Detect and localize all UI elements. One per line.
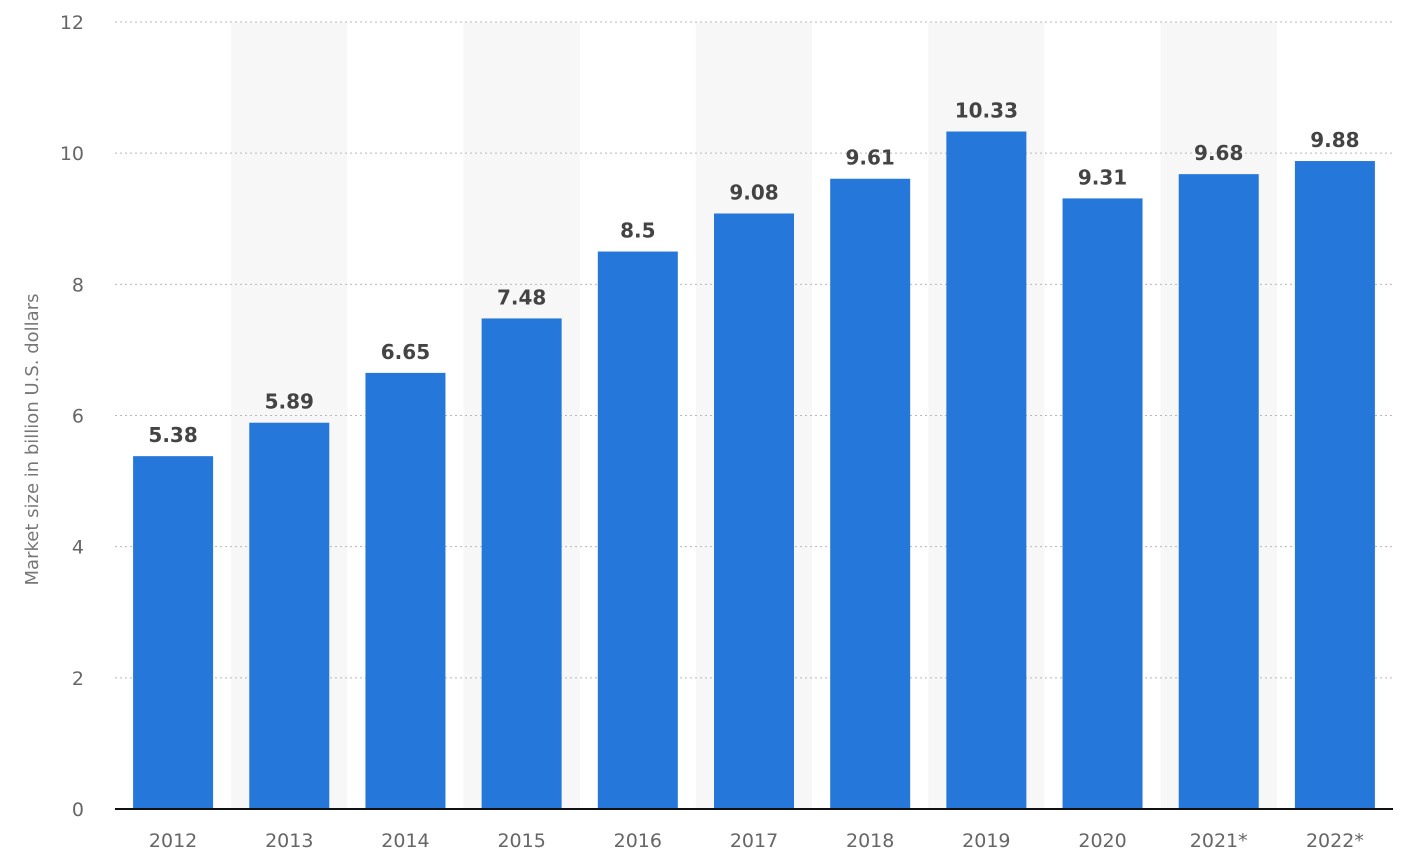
bar-2022* (1294, 161, 1375, 809)
bar-2013 (249, 422, 330, 809)
value-label-2016: 8.5 (620, 219, 655, 243)
x-tick-label-2016: 2016 (614, 830, 662, 852)
bar-2020 (1062, 198, 1143, 809)
x-tick-label-2020: 2020 (1078, 830, 1126, 852)
bar-2014 (365, 372, 446, 809)
x-tick-label-2013: 2013 (265, 830, 313, 852)
bar-2012 (133, 456, 214, 809)
x-tick-label-2018: 2018 (846, 830, 894, 852)
value-labels: 5.38 5.89 6.65 7.48 8.5 9.08 9.61 10.33 9.31 9.68… (148, 99, 1359, 448)
bar-2018 (830, 178, 911, 810)
x-tick-label-2017: 2017 (730, 830, 778, 852)
x-tick-label-2022*: 2022* (1306, 830, 1364, 852)
y-tick-label-0: 0 (72, 799, 84, 821)
value-label-2019: 10.33 (955, 99, 1018, 123)
bar-2021* (1178, 174, 1259, 810)
x-tick-label-2014: 2014 (381, 830, 429, 852)
y-tick-label-6: 6 (72, 406, 84, 428)
value-label-2022*: 9.88 (1310, 128, 1359, 152)
x-axis-ticks: 2012 2013 2014 2015 2016 2017 2018 2019 2020 2021… (149, 830, 1364, 852)
value-label-2013: 5.89 (265, 390, 314, 414)
value-label-2020: 9.31 (1078, 165, 1127, 189)
value-label-2018: 9.61 (846, 146, 895, 170)
y-axis-title: Market size in billion U.S. dollars (22, 294, 43, 586)
x-tick-label-2019: 2019 (962, 830, 1010, 852)
value-label-2014: 6.65 (381, 340, 430, 364)
bar-2015 (481, 318, 562, 809)
value-label-2021*: 9.68 (1194, 141, 1243, 165)
bars (133, 131, 1375, 810)
y-tick-label-10: 10 (60, 143, 84, 165)
y-axis-ticks: 0 2 4 6 8 10 12 (60, 12, 84, 821)
y-tick-label-12: 12 (60, 12, 84, 34)
x-tick-label-2015: 2015 (497, 830, 545, 852)
x-tick-label-2012: 2012 (149, 830, 197, 852)
bar-2019 (946, 131, 1027, 809)
bar-2017 (714, 213, 794, 810)
bar-2016 (597, 251, 678, 809)
value-label-2012: 5.38 (148, 423, 197, 447)
y-tick-label-4: 4 (72, 537, 84, 559)
y-tick-label-2: 2 (72, 668, 84, 690)
value-label-2015: 7.48 (497, 285, 546, 309)
value-label-2017: 9.08 (729, 181, 778, 205)
x-tick-label-2021*: 2021* (1190, 830, 1248, 852)
y-tick-label-8: 8 (72, 274, 84, 296)
